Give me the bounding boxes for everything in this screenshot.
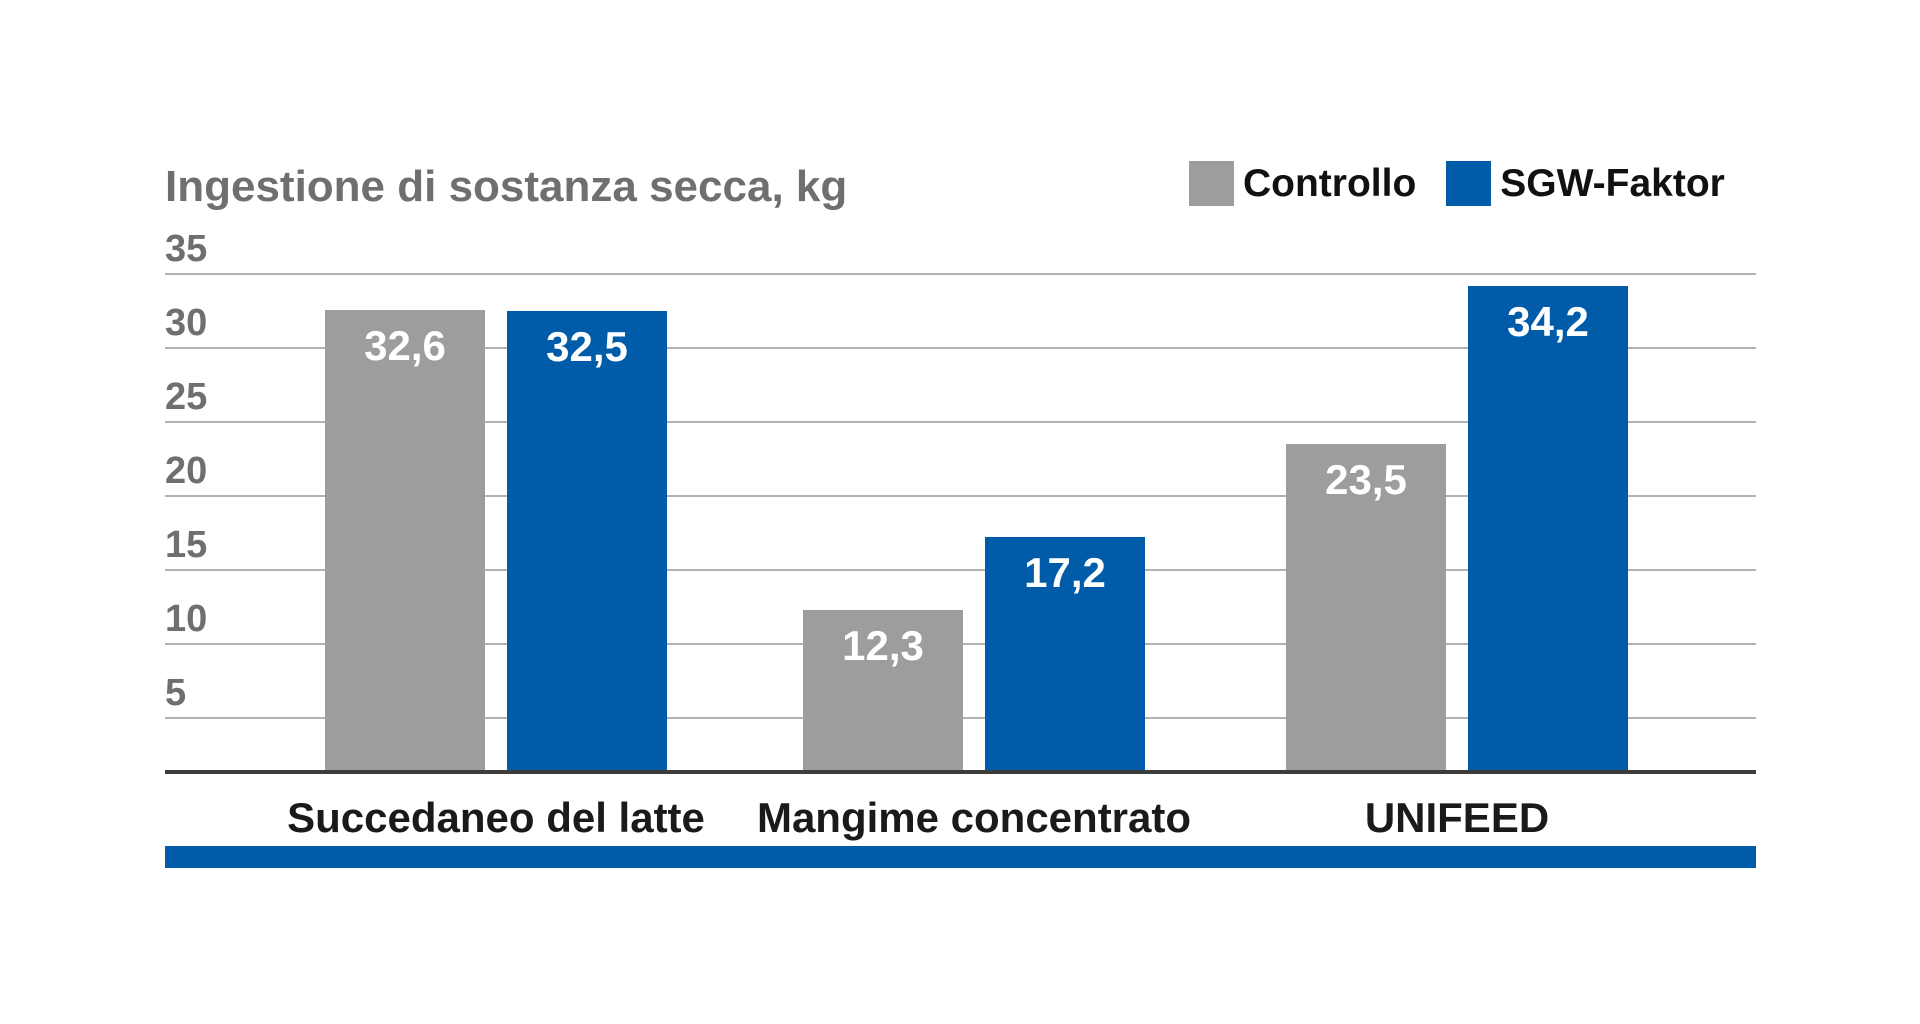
bar: 12,3 bbox=[803, 610, 963, 772]
bar: 32,5 bbox=[507, 311, 667, 772]
y-tick-label: 25 bbox=[165, 376, 208, 418]
bar: 17,2 bbox=[985, 537, 1145, 772]
bar-value-label: 32,5 bbox=[546, 323, 628, 370]
gridline bbox=[165, 273, 1756, 275]
x-axis-line bbox=[165, 770, 1756, 774]
bar-value-label: 12,3 bbox=[842, 622, 924, 669]
legend-label: Controllo bbox=[1243, 161, 1417, 205]
legend-swatch-icon bbox=[1189, 161, 1234, 206]
x-category-label: Mangime concentrato bbox=[756, 794, 1192, 841]
gridline bbox=[165, 569, 1756, 571]
y-tick-label: 15 bbox=[165, 524, 208, 566]
y-tick-label: 10 bbox=[165, 598, 208, 640]
bar-value-label: 32,6 bbox=[364, 322, 446, 369]
y-tick-label: 35 bbox=[165, 228, 208, 270]
y-tick-label: 30 bbox=[165, 302, 208, 344]
gridline bbox=[165, 421, 1756, 423]
legend: Controllo SGW-Faktor bbox=[1189, 161, 1725, 206]
gridline bbox=[165, 347, 1756, 349]
legend-item-sgw-faktor: SGW-Faktor bbox=[1446, 161, 1725, 206]
x-category-label: UNIFEED bbox=[1364, 794, 1550, 841]
bar: 34,2 bbox=[1468, 286, 1628, 772]
y-tick-label: 20 bbox=[165, 450, 208, 492]
x-category-label: Succedaneo del latte bbox=[287, 794, 705, 841]
legend-label: SGW-Faktor bbox=[1500, 161, 1725, 205]
y-tick-label: 5 bbox=[165, 672, 187, 714]
legend-item-controllo: Controllo bbox=[1189, 161, 1416, 206]
accent-strip bbox=[165, 846, 1756, 868]
bar-value-label: 34,2 bbox=[1507, 298, 1589, 345]
bar-value-label: 23,5 bbox=[1325, 456, 1407, 503]
bar-value-label: 17,2 bbox=[1024, 549, 1106, 596]
bar: 32,6 bbox=[325, 310, 485, 772]
bar: 23,5 bbox=[1286, 444, 1446, 772]
gridline bbox=[165, 495, 1756, 497]
legend-swatch-icon bbox=[1446, 161, 1492, 206]
chart-title: Ingestione di sostanza secca, kg bbox=[165, 162, 848, 211]
